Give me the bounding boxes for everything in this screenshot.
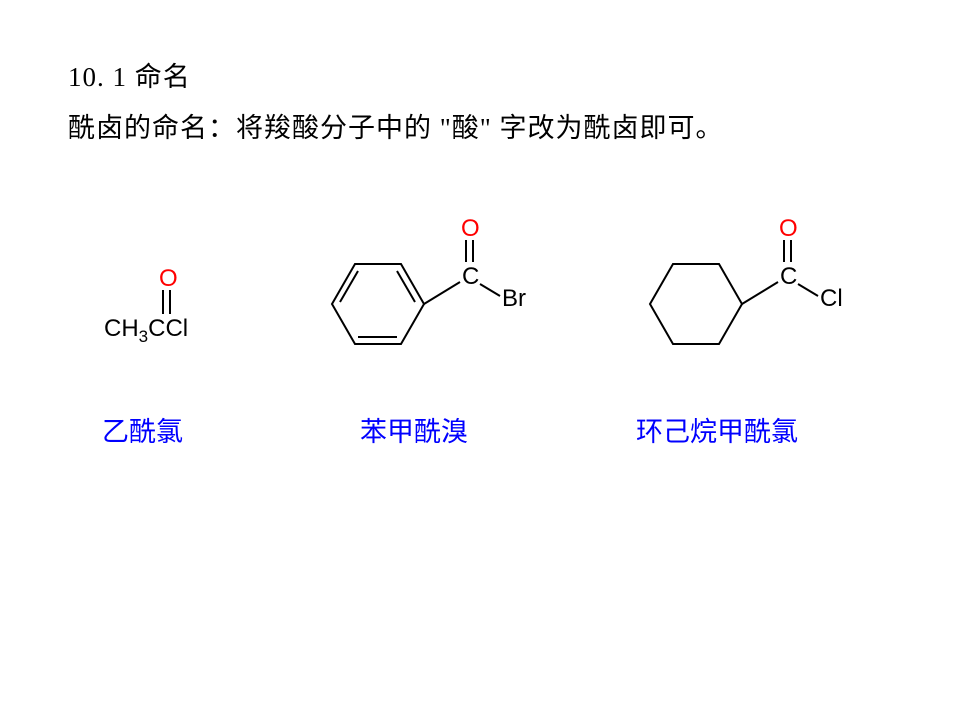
carbonyl-carbon-label: C [462,263,479,290]
oxygen-atom-label: O [779,215,798,242]
structure-cyclohexanecarbonyl-chloride: C O Cl [630,214,880,394]
cyclohexane-ring [650,264,742,344]
label-benzoyl-bromide: 苯甲酰溴 [360,410,468,449]
ring-to-carbonyl-bond [424,282,460,304]
carbonyl-double-bond [784,240,791,262]
heading-line-2: 酰卤的命名：将羧酸分子中的 "酸" 字改为酰卤即可。 [68,103,896,154]
ring-to-carbonyl-bond [742,282,778,304]
benzene-ring [332,264,424,344]
label-acetyl-chloride: 乙酰氯 [102,410,183,449]
structure-benzoyl-bromide: C O Br [314,214,564,394]
label-cyclohexanecarbonyl-chloride: 环己烷甲酰氯 [636,410,798,449]
label-row: 乙酰氯 苯甲酰溴 环己烷甲酰氯 [0,410,960,460]
halogen-label: Br [502,285,526,312]
page-root: 10. 1 命名 酰卤的命名：将羧酸分子中的 "酸" 字改为酰卤即可。 O CH… [0,0,960,720]
formula-text: CH3CCl [104,315,188,346]
heading-line-1: 10. 1 命名 [68,52,896,103]
oxygen-atom-label: O [461,215,480,242]
heading-block: 10. 1 命名 酰卤的命名：将羧酸分子中的 "酸" 字改为酰卤即可。 [68,52,896,155]
structure-row: O CH3CCl C [0,210,960,430]
halogen-label: Cl [820,285,843,312]
c-x-bond [798,284,818,296]
carbonyl-carbon-label: C [780,263,797,290]
carbonyl-double-bond [466,240,473,262]
structure-acetyl-chloride: O CH3CCl [96,262,256,392]
oxygen-atom-label: O [159,265,178,292]
carbonyl-double-bond [163,290,170,314]
c-x-bond [480,284,500,296]
